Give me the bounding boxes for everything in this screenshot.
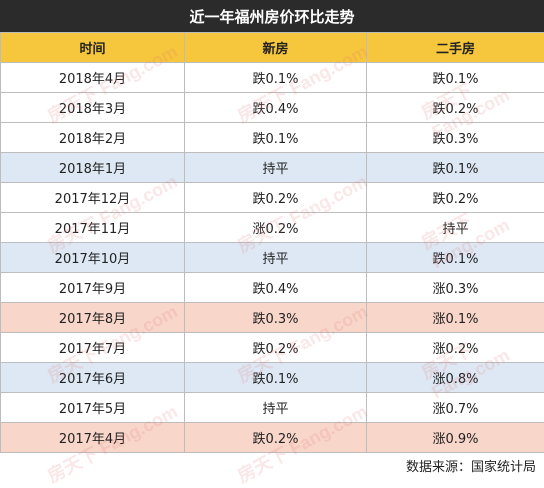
table-row: 2017年10月持平跌0.1% xyxy=(1,243,544,273)
price-table: 时间 新房 二手房 2018年4月跌0.1%跌0.1%2018年3月跌0.4%跌… xyxy=(0,32,544,453)
table-row: 2017年8月跌0.3%涨0.1% xyxy=(1,303,544,333)
table-row: 2017年7月跌0.2%涨0.2% xyxy=(1,333,544,363)
cell-date: 2018年4月 xyxy=(1,63,185,93)
cell-date: 2018年1月 xyxy=(1,153,185,183)
cell-date: 2017年11月 xyxy=(1,213,185,243)
cell-new-home: 跌0.1% xyxy=(185,63,367,93)
cell-date: 2017年8月 xyxy=(1,303,185,333)
cell-new-home: 涨0.2% xyxy=(185,213,367,243)
cell-new-home: 持平 xyxy=(185,393,367,423)
cell-resale-home: 跌0.1% xyxy=(367,63,544,93)
table-row: 2017年5月持平涨0.7% xyxy=(1,393,544,423)
cell-date: 2017年7月 xyxy=(1,333,185,363)
cell-resale-home: 跌0.3% xyxy=(367,123,544,153)
cell-resale-home: 跌0.2% xyxy=(367,93,544,123)
header-new-home: 新房 xyxy=(185,33,367,63)
table-row: 2017年12月跌0.2%跌0.2% xyxy=(1,183,544,213)
cell-resale-home: 跌0.1% xyxy=(367,243,544,273)
table-row: 2018年3月跌0.4%跌0.2% xyxy=(1,93,544,123)
table-body: 2018年4月跌0.1%跌0.1%2018年3月跌0.4%跌0.2%2018年2… xyxy=(1,63,544,453)
cell-date: 2017年12月 xyxy=(1,183,185,213)
cell-date: 2018年2月 xyxy=(1,123,185,153)
table-row: 2018年1月持平跌0.1% xyxy=(1,153,544,183)
cell-new-home: 跌0.1% xyxy=(185,123,367,153)
table-row: 2018年4月跌0.1%跌0.1% xyxy=(1,63,544,93)
cell-new-home: 跌0.2% xyxy=(185,333,367,363)
cell-new-home: 持平 xyxy=(185,243,367,273)
cell-date: 2017年4月 xyxy=(1,423,185,453)
table-row: 2018年2月跌0.1%跌0.3% xyxy=(1,123,544,153)
cell-resale-home: 跌0.2% xyxy=(367,183,544,213)
table-row: 2017年9月跌0.4%涨0.3% xyxy=(1,273,544,303)
cell-date: 2017年5月 xyxy=(1,393,185,423)
cell-new-home: 跌0.4% xyxy=(185,93,367,123)
cell-date: 2017年10月 xyxy=(1,243,185,273)
cell-resale-home: 涨0.2% xyxy=(367,333,544,363)
cell-resale-home: 跌0.1% xyxy=(367,153,544,183)
header-resale-home: 二手房 xyxy=(367,33,544,63)
source-note: 数据来源：国家统计局 xyxy=(406,453,536,477)
cell-resale-home: 涨0.3% xyxy=(367,273,544,303)
table-row: 2017年11月涨0.2%持平 xyxy=(1,213,544,243)
cell-resale-home: 涨0.8% xyxy=(367,363,544,393)
cell-new-home: 持平 xyxy=(185,153,367,183)
table-row: 2017年4月跌0.2%涨0.9% xyxy=(1,423,544,453)
cell-resale-home: 涨0.7% xyxy=(367,393,544,423)
cell-new-home: 跌0.4% xyxy=(185,273,367,303)
table-title: 近一年福州房价环比走势 xyxy=(0,0,544,32)
cell-date: 2018年3月 xyxy=(1,93,185,123)
cell-resale-home: 涨0.9% xyxy=(367,423,544,453)
cell-date: 2017年9月 xyxy=(1,273,185,303)
header-date: 时间 xyxy=(1,33,185,63)
cell-new-home: 跌0.3% xyxy=(185,303,367,333)
cell-resale-home: 持平 xyxy=(367,213,544,243)
cell-resale-home: 涨0.1% xyxy=(367,303,544,333)
table-row: 2017年6月跌0.1%涨0.8% xyxy=(1,363,544,393)
cell-new-home: 跌0.1% xyxy=(185,363,367,393)
cell-new-home: 跌0.2% xyxy=(185,183,367,213)
cell-new-home: 跌0.2% xyxy=(185,423,367,453)
cell-date: 2017年6月 xyxy=(1,363,185,393)
header-row: 时间 新房 二手房 xyxy=(1,33,544,63)
